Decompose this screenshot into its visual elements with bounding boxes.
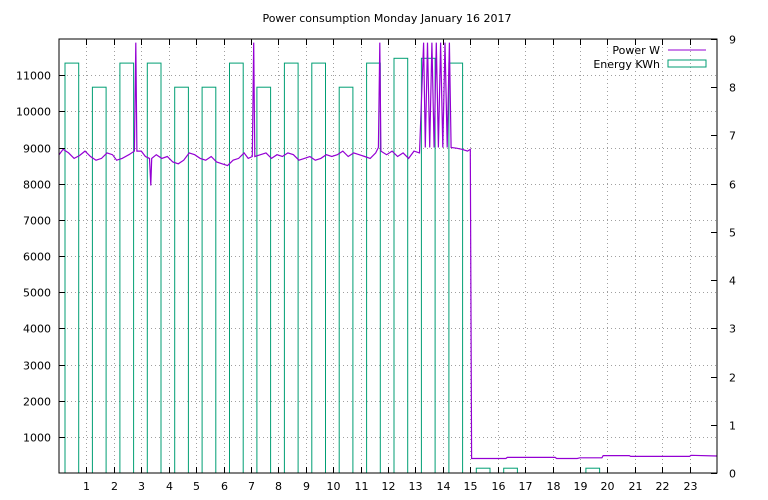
x-tick-label: 17 <box>519 480 533 493</box>
grid-lines <box>59 39 717 473</box>
energy-bar <box>201 86 217 474</box>
energy-bar <box>283 62 299 474</box>
y-tick-label: 1000 <box>23 432 51 445</box>
chart-title: Power consumption Monday January 16 2017 <box>262 12 511 25</box>
y-tick-label: 4000 <box>23 323 51 336</box>
y-tick-label: 10000 <box>16 106 51 119</box>
x-tick-label: 16 <box>492 480 506 493</box>
y2-tick-label: 4 <box>729 275 736 288</box>
x-tick-label: 13 <box>409 480 423 493</box>
power-line <box>59 42 717 460</box>
legend-swatch-energy <box>667 59 707 68</box>
legend-label-power: Power W <box>612 44 660 57</box>
energy-bar <box>119 62 135 474</box>
x-tick-label: 14 <box>437 480 451 493</box>
x-tick-label: 3 <box>138 480 145 493</box>
y-tick-label: 3000 <box>23 360 51 373</box>
x-tick-label: 20 <box>601 480 615 493</box>
y-tick-label: 11000 <box>16 70 51 83</box>
energy-bars <box>64 57 601 474</box>
x-tick-label: 11 <box>355 480 369 493</box>
tick-marks <box>59 39 717 474</box>
legend-label-energy: Energy KWh <box>593 58 660 71</box>
y2-tick-labels: 0 1 2 3 4 5 6 7 8 9 <box>729 34 736 481</box>
x-tick-label: 19 <box>574 480 588 493</box>
y-tick-label: 5000 <box>23 287 51 300</box>
y2-tick-label: 1 <box>729 420 736 433</box>
y-tick-label: 8000 <box>23 179 51 192</box>
x-tick-label: 21 <box>629 480 643 493</box>
energy-bar <box>229 62 244 474</box>
y-tick-label: 6000 <box>23 251 51 264</box>
y-tick-labels: 1000 2000 3000 4000 5000 6000 7000 8000 9000 1000… <box>16 70 51 445</box>
energy-bar <box>338 86 354 474</box>
x-tick-label: 4 <box>166 480 173 493</box>
energy-bar <box>174 86 189 474</box>
y2-tick-label: 2 <box>729 372 736 385</box>
y2-tick-label: 9 <box>729 34 736 47</box>
x-tick-label: 23 <box>684 480 698 493</box>
x-tick-label: 22 <box>656 480 670 493</box>
energy-bar <box>311 62 326 474</box>
energy-bar <box>393 57 409 474</box>
energy-bar <box>503 467 518 474</box>
energy-bar <box>256 86 272 474</box>
x-tick-label: 6 <box>221 480 228 493</box>
energy-bar <box>64 62 80 474</box>
energy-bar <box>146 62 162 474</box>
x-tick-label: 2 <box>111 480 118 493</box>
energy-bar <box>475 467 491 474</box>
x-tick-label: 10 <box>327 480 341 493</box>
y2-tick-label: 8 <box>729 82 736 95</box>
x-tick-label: 15 <box>464 480 478 493</box>
y2-tick-label: 0 <box>729 468 736 481</box>
energy-bar <box>91 86 107 474</box>
energy-bar <box>585 467 601 474</box>
power-line-group <box>59 42 717 460</box>
x-tick-label: 18 <box>547 480 561 493</box>
y-tick-label: 2000 <box>23 396 51 409</box>
y2-tick-label: 6 <box>729 179 736 192</box>
legend: Power W Energy KWh <box>593 44 707 71</box>
y2-tick-label: 3 <box>729 323 736 336</box>
y-tick-label: 7000 <box>23 215 51 228</box>
y2-tick-label: 7 <box>729 130 736 143</box>
y2-tick-label: 5 <box>729 227 736 240</box>
x-tick-label: 12 <box>382 480 396 493</box>
x-tick-label: 9 <box>303 480 310 493</box>
x-tick-label: 5 <box>193 480 200 493</box>
y-tick-label: 9000 <box>23 143 51 156</box>
x-tick-label: 8 <box>275 480 282 493</box>
x-tick-label: 1 <box>83 480 90 493</box>
x-tick-labels: 1 2 3 4 5 6 7 8 9 10 11 12 13 14 15 16 17 18 19 20 21 22 23 <box>83 480 698 493</box>
x-tick-label: 7 <box>248 480 255 493</box>
